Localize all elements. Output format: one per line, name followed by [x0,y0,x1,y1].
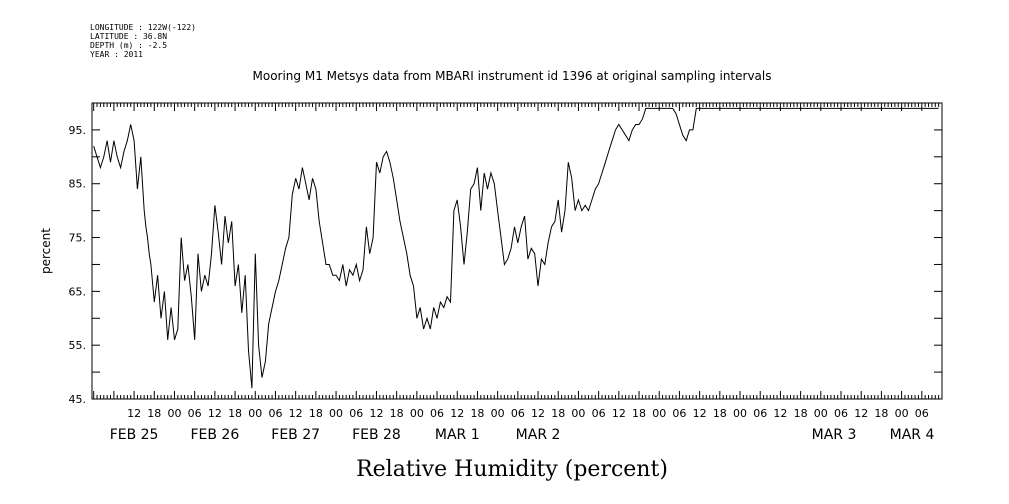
x-tick-label: 12 [854,407,868,420]
x-tick-label: 18 [228,407,242,420]
date-label: FEB 28 [352,427,401,443]
x-tick-label: 18 [309,407,323,420]
x-tick-label: 12 [289,407,303,420]
x-tick-label: 00 [571,407,585,420]
x-tick-label: 06 [672,407,686,420]
x-tick-label: 18 [147,407,161,420]
y-tick-label: 75. [69,232,87,245]
y-tick-label: 95. [69,124,87,137]
x-tick-label: 18 [874,407,888,420]
x-tick-label: 18 [632,407,646,420]
x-tick-label: 06 [188,407,202,420]
x-tick-label: 18 [794,407,808,420]
date-label: FEB 27 [271,427,320,443]
x-tick-label: 00 [248,407,262,420]
axis-labels: 45. 55. 65. 75. 85. 95. 12 18 00 06 12 18 00 06 12 18 00… [69,124,935,443]
depth-text: DEPTH (m) : -2.5 [90,41,167,50]
x-tick-label: 00 [167,407,181,420]
x-tick-label: 06 [430,407,444,420]
x-tick-label: 06 [592,407,606,420]
chart-title: Mooring M1 Metsys data from MBARI instru… [253,69,772,83]
year-text: YEAR : 2011 [90,50,143,59]
latitude-text: LATITUDE : 36.8N [90,32,167,41]
x-tick-label: 06 [915,407,929,420]
x-tick-label: 18 [390,407,404,420]
y-tick-label: 55. [69,339,87,352]
x-axis-title: Relative Humidity (percent) [356,457,668,482]
x-tick-label: 06 [834,407,848,420]
x-tick-label: 00 [491,407,505,420]
x-tick-label: 18 [470,407,484,420]
x-tick-label: 12 [208,407,222,420]
date-label: MAR 2 [516,427,561,443]
x-tick-label: 06 [268,407,282,420]
y-tick-label: 65. [69,285,87,298]
x-tick-label: 06 [753,407,767,420]
humidity-series-line [93,107,939,389]
x-tick-label: 00 [329,407,343,420]
x-tick-label: 00 [733,407,747,420]
x-tick-label: 12 [531,407,545,420]
x-tick-label: 18 [551,407,565,420]
x-tick-label: 12 [450,407,464,420]
y-axis-label: percent [39,228,53,274]
y-tick-label: 85. [69,178,87,191]
date-label: MAR 3 [812,427,857,443]
x-tick-label: 06 [349,407,363,420]
x-tick-label: 00 [410,407,424,420]
x-tick-label: 18 [713,407,727,420]
x-tick-label: 12 [369,407,383,420]
x-tick-label: 00 [814,407,828,420]
x-tick-label: 12 [773,407,787,420]
date-label: MAR 1 [435,427,480,443]
x-tick-label: 00 [895,407,909,420]
date-label: MAR 4 [890,427,935,443]
x-tick-label: 00 [652,407,666,420]
x-tick-label: 12 [127,407,141,420]
x-tick-label: 12 [693,407,707,420]
date-label: FEB 26 [190,427,239,443]
date-label: FEB 25 [110,427,159,443]
y-tick-label: 45. [69,393,87,406]
x-tick-label: 06 [511,407,525,420]
longitude-text: LONGITUDE : 122W(-122) [90,23,196,32]
x-tick-label: 12 [612,407,626,420]
plot-frame [91,102,943,400]
axis-ticks [92,102,943,400]
